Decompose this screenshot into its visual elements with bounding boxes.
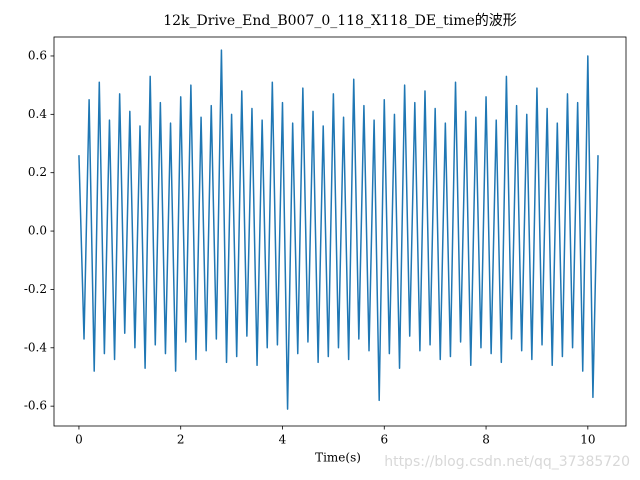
x-tick-label: 10 [580, 433, 595, 447]
watermark: https://blog.csdn.net/qq_37385720 [384, 454, 630, 470]
y-tick-label: 0.2 [28, 165, 47, 179]
signal-line [78, 49, 599, 410]
chart-title: 12k_Drive_End_B007_0_118_X118_DE_time的波形 [163, 13, 517, 29]
plot-frame [53, 36, 627, 427]
y-tick-label: 0.4 [28, 107, 47, 121]
x-tick-label: 0 [75, 433, 83, 447]
x-tick-label: 4 [279, 433, 287, 447]
y-tick-label: 0.6 [28, 48, 47, 62]
y-tick-label: 0.0 [28, 224, 47, 238]
x-tick-label: 6 [380, 433, 388, 447]
y-tick-label: -0.2 [24, 282, 47, 296]
x-axis-label: Time(s) [315, 451, 361, 465]
y-tick-label: -0.4 [24, 340, 48, 354]
x-tick-label: 8 [482, 433, 490, 447]
x-tick-label: 2 [177, 433, 185, 447]
y-tick-label: -0.6 [24, 399, 47, 413]
